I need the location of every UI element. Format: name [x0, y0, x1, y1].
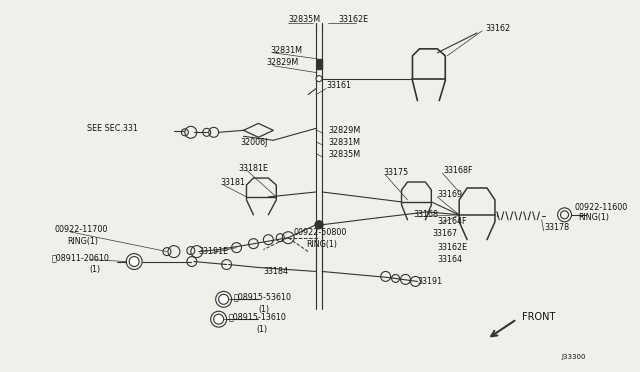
Text: 33184: 33184 [264, 267, 289, 276]
Text: 33168: 33168 [413, 210, 438, 219]
Text: 32831M: 32831M [328, 138, 360, 147]
Text: 33161: 33161 [326, 81, 351, 90]
Text: 33162E: 33162E [338, 15, 368, 23]
Text: ⓝ08911-20610: ⓝ08911-20610 [52, 253, 109, 262]
Text: 33164: 33164 [437, 255, 462, 264]
Text: 33181E: 33181E [239, 164, 269, 173]
Text: ⓜ08915-13610: ⓜ08915-13610 [228, 313, 287, 322]
Text: (1): (1) [257, 325, 268, 334]
Text: (1): (1) [259, 305, 269, 314]
Text: 33181: 33181 [221, 177, 246, 186]
Text: ⓜ08915-53610: ⓜ08915-53610 [234, 293, 292, 302]
Text: 00922-11700: 00922-11700 [54, 225, 108, 234]
Text: 32831M: 32831M [270, 46, 302, 55]
Text: RING(1): RING(1) [68, 237, 99, 246]
Text: 33168F: 33168F [444, 166, 473, 174]
Text: RING(1): RING(1) [579, 213, 609, 222]
FancyBboxPatch shape [317, 59, 322, 69]
Text: FRONT: FRONT [522, 312, 555, 322]
Text: (1): (1) [90, 265, 100, 274]
Circle shape [316, 76, 322, 81]
Text: 33162: 33162 [485, 25, 510, 33]
Text: 33191: 33191 [417, 277, 442, 286]
Text: 00922-50800: 00922-50800 [293, 228, 347, 237]
Text: 33191E: 33191E [199, 247, 229, 256]
Text: RING(1): RING(1) [306, 240, 337, 249]
Text: 32829M: 32829M [266, 58, 299, 67]
Text: J33300: J33300 [561, 354, 586, 360]
Circle shape [219, 294, 228, 304]
Text: 33164F: 33164F [437, 217, 467, 226]
Text: 33175: 33175 [383, 167, 409, 177]
Text: 32835M: 32835M [288, 15, 321, 23]
Text: 32829M: 32829M [328, 126, 360, 135]
Text: 33162E: 33162E [437, 243, 467, 252]
Text: 33167: 33167 [433, 229, 458, 238]
Circle shape [214, 314, 223, 324]
Text: 32006J: 32006J [241, 138, 268, 147]
Text: 00922-11600: 00922-11600 [575, 203, 628, 212]
Text: 33178: 33178 [545, 223, 570, 232]
Circle shape [129, 257, 139, 266]
Text: 32835M: 32835M [328, 150, 360, 159]
Text: 33169: 33169 [437, 190, 463, 199]
Text: SEE SEC.331: SEE SEC.331 [88, 124, 138, 133]
Circle shape [315, 221, 323, 229]
